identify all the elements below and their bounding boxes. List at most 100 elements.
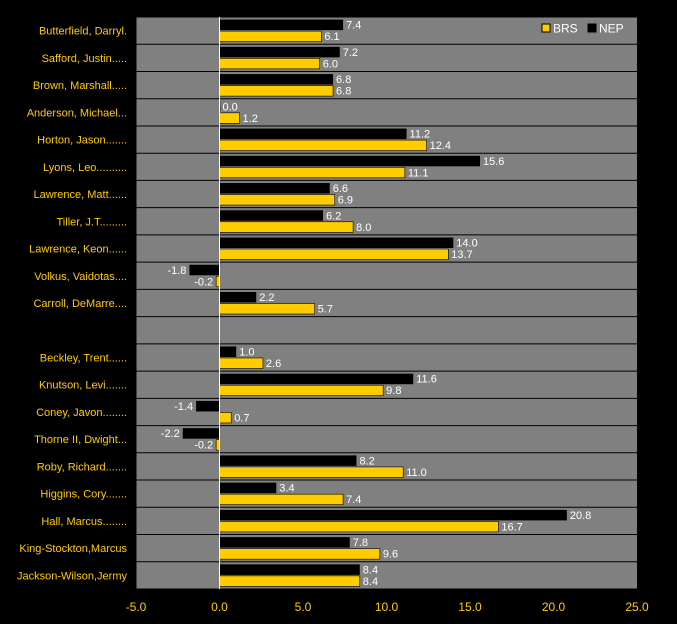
nep-value-label: 11.6 — [416, 374, 437, 386]
brs-bar — [219, 30, 322, 42]
nep-bar — [196, 400, 220, 412]
nep-bar — [219, 19, 344, 31]
nep-value-label: 8.2 — [359, 455, 374, 467]
category-label: Tiller, J.T......... — [57, 216, 128, 228]
brs-bar — [219, 384, 384, 397]
brs-value-label: 16.7 — [501, 521, 522, 533]
brs-bar — [215, 275, 220, 288]
brs-bar — [219, 112, 240, 124]
brs-value-label: 11.1 — [408, 167, 429, 179]
x-tick-label: -5.0 — [126, 600, 147, 614]
category-label: Carroll, DeMarre.... — [33, 298, 127, 310]
nep-bar — [219, 237, 454, 249]
brs-bar — [219, 575, 361, 587]
brs-bar — [219, 194, 336, 206]
brs-bar — [219, 548, 381, 560]
category-label: Roby, Richard....... — [37, 461, 127, 473]
nep-value-label: 1.0 — [239, 346, 254, 358]
nep-value-label: 8.4 — [363, 564, 378, 576]
nep-value-label: 11.2 — [410, 129, 431, 141]
nep-value-label: 7.4 — [346, 20, 361, 32]
brs-value-label: 11.0 — [406, 467, 427, 479]
brs-value-label: 6.8 — [336, 86, 351, 98]
nep-bar — [219, 74, 334, 85]
nep-value-label: 20.8 — [570, 510, 591, 522]
brs-bar — [219, 493, 344, 505]
brs-bar — [215, 439, 220, 451]
brs-value-label: 13.7 — [451, 249, 472, 261]
brs-bar — [219, 357, 264, 369]
nep-bar — [219, 210, 324, 221]
x-tick-label: 20.0 — [542, 600, 566, 614]
bars-layer — [182, 19, 567, 587]
brs-bar — [219, 139, 427, 151]
brs-legend-swatch — [541, 23, 551, 33]
brs-value-label: 6.1 — [324, 31, 339, 43]
nep-bar — [189, 264, 220, 276]
category-label: Volkus, Vaidotas.... — [34, 271, 127, 283]
brs-bar — [219, 521, 499, 533]
category-label: Brown, Marshall..... — [33, 80, 127, 92]
nep-bar — [219, 292, 257, 303]
nep-bar — [219, 537, 350, 548]
brs-bar — [219, 85, 334, 97]
category-label: Beckley, Trent...... — [40, 352, 127, 364]
nep-bar — [219, 46, 340, 58]
brs-legend-label: BRS — [553, 22, 578, 36]
nep-value-label: 6.6 — [333, 183, 348, 195]
nep-value-label: 7.8 — [353, 537, 368, 549]
brs-value-label: 0.7 — [234, 412, 249, 424]
category-label: Lyons, Leo.......... — [43, 162, 127, 174]
nep-bar — [219, 482, 277, 494]
x-tick-label: 0.0 — [211, 600, 228, 614]
brs-value-label: -0.2 — [194, 440, 213, 452]
x-axis-ticks: -5.0 0.0 5.0 10.0 15.0 20.0 25.0 — [126, 600, 649, 614]
x-tick-label: 25.0 — [625, 600, 649, 614]
legend: BRS NEP — [541, 22, 624, 36]
nep-bar — [219, 183, 330, 194]
category-label: Lawrence, Keon...... — [29, 244, 127, 256]
nep-value-label: 2.2 — [259, 292, 274, 304]
value-labels: 7.4 6.1 7.2 6.0 6.86.8 0.0 1.2 11.212.4 15.6 11.1… — [161, 20, 591, 588]
nep-bar — [219, 155, 481, 167]
plot-area — [136, 17, 637, 589]
nep-value-label: 3.4 — [279, 483, 294, 495]
brs-value-label: 5.7 — [318, 304, 333, 316]
brs-bar — [219, 58, 320, 70]
category-label: Coney, Javon........ — [36, 407, 127, 419]
category-label: Butterfield, Darryl. — [39, 26, 127, 38]
brs-value-label: 6.9 — [338, 195, 353, 207]
nep-value-label: 15.6 — [483, 156, 504, 168]
nep-value-label: -2.2 — [161, 428, 180, 440]
category-label: Higgins, Cory....... — [40, 489, 127, 501]
nep-value-label: -1.4 — [174, 401, 193, 413]
category-label: Lawrence, Matt...... — [33, 189, 127, 201]
category-label: Knutson, Levi....... — [39, 380, 127, 392]
nep-value-label: -1.8 — [167, 265, 186, 277]
nep-bar — [219, 564, 360, 575]
brs-value-label: 6.0 — [323, 58, 338, 70]
category-label: Safford, Justin..... — [42, 53, 127, 65]
x-tick-label: 5.0 — [295, 600, 312, 614]
nep-bar — [219, 509, 567, 521]
brs-value-label: 7.4 — [346, 494, 361, 506]
nep-bar — [182, 428, 220, 439]
category-label: Hall, Marcus........ — [41, 516, 127, 528]
nep-value-label: 0.0 — [223, 101, 238, 113]
nep-value-label: 6.8 — [336, 74, 351, 86]
brs-value-label: 12.4 — [430, 140, 451, 152]
brs-bar — [219, 221, 354, 233]
brs-bar — [219, 466, 404, 478]
nep-bar — [219, 373, 414, 385]
category-label: Thorne II, Dwight... — [34, 434, 127, 446]
nep-bar — [219, 346, 237, 357]
nep-bar — [219, 455, 357, 466]
nep-value-label: 14.0 — [456, 238, 477, 250]
brs-value-label: 9.6 — [383, 549, 398, 561]
category-label: King-Stockton,Marcus — [19, 543, 127, 555]
category-label: Jackson-Wilson,Jermy — [17, 570, 128, 582]
brs-bar — [219, 248, 449, 260]
category-labels: Butterfield, Darryl. Safford, Justin.....… — [17, 26, 128, 583]
x-tick-label: 15.0 — [458, 600, 482, 614]
